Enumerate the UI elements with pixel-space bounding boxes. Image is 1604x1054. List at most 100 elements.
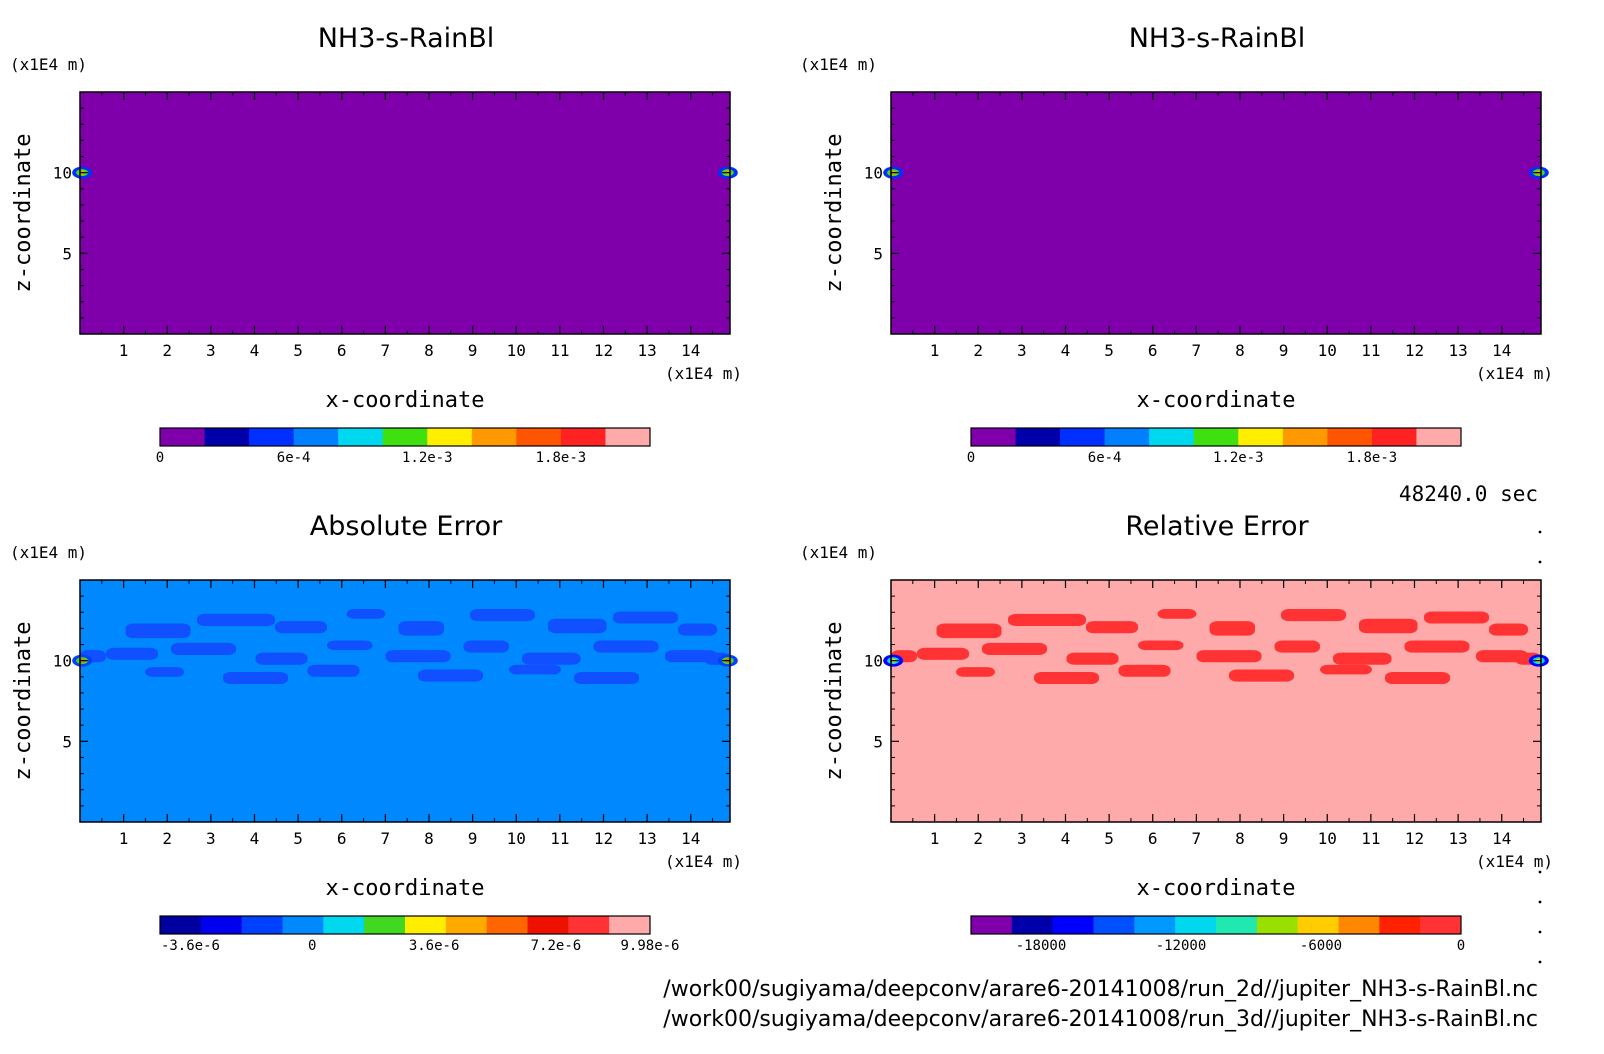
x-tick-label: 3 xyxy=(206,341,216,360)
cloud-patch xyxy=(1196,650,1262,663)
chart-title: Absolute Error xyxy=(310,511,503,542)
plot-frame xyxy=(79,579,731,823)
colorbar-tick-label: 9.98e-6 xyxy=(620,938,679,954)
colorbar-swatch xyxy=(405,916,447,934)
cloud-patch xyxy=(936,623,1002,639)
colorbar-tick-label: 6e-4 xyxy=(1088,450,1122,466)
cloud-patch xyxy=(1333,652,1392,665)
x-tick-label: 8 xyxy=(424,341,434,360)
x-unit-label: (x1E4 m) xyxy=(665,364,742,383)
colorbar-swatch xyxy=(971,428,1017,446)
colorbar-tick-label: 3.6e-6 xyxy=(409,938,460,954)
y-axis: 5 10 xyxy=(864,595,1541,807)
y-axis: 5 10 xyxy=(53,107,730,319)
colorbar-frame xyxy=(159,915,651,935)
x-tick-label: 11 xyxy=(1361,341,1380,360)
x-tick-label: 7 xyxy=(1192,341,1202,360)
plot-frame xyxy=(890,579,1542,823)
x-tick-label: 9 xyxy=(468,341,478,360)
colorbar-swatch xyxy=(605,428,651,446)
colorbar-swatch xyxy=(560,428,606,446)
cloud-patch xyxy=(1209,621,1255,636)
colorbar-swatch xyxy=(609,916,651,934)
colorbar: -3.6e-6 0 3.6e-6 7.2e-6 9.98e-6 xyxy=(159,915,680,954)
x-axis-label: x-coordinate xyxy=(1137,876,1296,901)
x-tick-label: 13 xyxy=(1448,341,1467,360)
cloud-patch xyxy=(171,642,236,656)
x-unit-label: (x1E4 m) xyxy=(665,852,742,871)
colorbar-swatch xyxy=(364,916,406,934)
plot-background xyxy=(891,92,1541,334)
x-tick-label: 14 xyxy=(1492,829,1511,848)
cloud-patch xyxy=(1404,640,1470,653)
x-tick-label: 5 xyxy=(1104,829,1114,848)
x-tick-label: 2 xyxy=(973,341,983,360)
colorbar-swatch xyxy=(1379,916,1421,934)
colorbar-swatch xyxy=(1052,916,1094,934)
x-tick-label: 4 xyxy=(1061,829,1071,848)
cloud-patch xyxy=(917,647,969,660)
colorbar-swatch xyxy=(1371,428,1417,446)
x-axis: 1 2 3 4 5 6 7 8 9 10 11 12 13 14 xyxy=(101,92,714,360)
cloud-patch xyxy=(1489,623,1528,636)
x-tick-label: 2 xyxy=(162,341,172,360)
colorbar-swatch xyxy=(971,916,1013,934)
colorbar-swatch xyxy=(568,916,610,934)
cloud-patch xyxy=(1424,611,1489,624)
x-tick-label: 12 xyxy=(1405,829,1424,848)
colorbar-swatch xyxy=(1256,916,1299,934)
x-tick-label: 3 xyxy=(1017,829,1027,848)
x-tick-label: 2 xyxy=(973,829,983,848)
cloud-patch xyxy=(385,650,451,663)
colorbar-swatch xyxy=(516,428,562,446)
y-tick-label: 10 xyxy=(53,652,72,671)
colorbar-tick-label: -3.6e-6 xyxy=(161,938,220,954)
y-tick-label: 5 xyxy=(62,732,72,751)
colorbar-tick-label: 1.2e-3 xyxy=(1213,450,1264,466)
x-axis: 1 2 3 4 5 6 7 8 9 10 11 12 13 14 xyxy=(101,580,714,848)
y-axis-label: z-coordinate xyxy=(822,622,847,781)
colorbar-tick-label: -12000 xyxy=(1156,938,1207,954)
cloud-patch xyxy=(145,667,184,677)
x-tick-label: 11 xyxy=(1361,829,1380,848)
x-tick-label: 4 xyxy=(250,341,260,360)
cloud-patch xyxy=(1034,671,1099,685)
y-axis: 5 10 xyxy=(53,595,730,807)
colorbar-tick-label: 1.8e-3 xyxy=(536,450,587,466)
x-tick-label: 6 xyxy=(1148,829,1158,848)
colorbar-swatch xyxy=(1193,428,1239,446)
cloud-patch xyxy=(327,640,373,651)
y-axis-label: z-coordinate xyxy=(822,134,847,293)
cloud-patch xyxy=(1274,640,1320,653)
x-tick-label: 12 xyxy=(1405,341,1424,360)
colorbar-swatch xyxy=(1134,916,1176,934)
cloud-patch xyxy=(1229,669,1294,682)
panels-layer: NH3-s-RainBl(x1E4 m)1 2 3 4 5 6 7 8 9 10 11 12 13 14(… xyxy=(10,23,1553,954)
colorbar-swatch xyxy=(1297,916,1339,934)
colorbar-swatch xyxy=(200,916,243,934)
chart-panel-4: Relative Error(x1E4 m)1 2 3 4 5 6 7 8 9 10 11 12 13 1… xyxy=(800,511,1553,954)
cloud-patch xyxy=(125,623,191,639)
colorbar-swatch xyxy=(1338,916,1380,934)
colorbar-swatch xyxy=(382,428,428,446)
y-tick-label: 5 xyxy=(873,732,883,751)
x-tick-label: 8 xyxy=(424,829,434,848)
x-unit-label: (x1E4 m) xyxy=(1476,364,1553,383)
cloud-patch xyxy=(1118,664,1171,677)
cloud-patch xyxy=(1008,613,1086,626)
cloud-patch xyxy=(574,671,639,685)
colorbar-swatch xyxy=(282,916,324,934)
chart-title: Relative Error xyxy=(1125,511,1309,542)
cloud-patch xyxy=(1320,664,1372,675)
x-tick-label: 1 xyxy=(930,829,940,848)
y-tick-label: 10 xyxy=(864,652,883,671)
x-axis: 1 2 3 4 5 6 7 8 9 10 11 12 13 14 xyxy=(912,580,1525,848)
cloud-patch xyxy=(275,621,327,634)
cloud-patch xyxy=(1138,640,1184,651)
chart-title: NH3-s-RainBl xyxy=(1129,23,1306,54)
cloud-patch xyxy=(1359,618,1418,634)
x-tick-label: 7 xyxy=(1192,829,1202,848)
x-tick-label: 7 xyxy=(381,829,391,848)
x-tick-label: 9 xyxy=(468,829,478,848)
